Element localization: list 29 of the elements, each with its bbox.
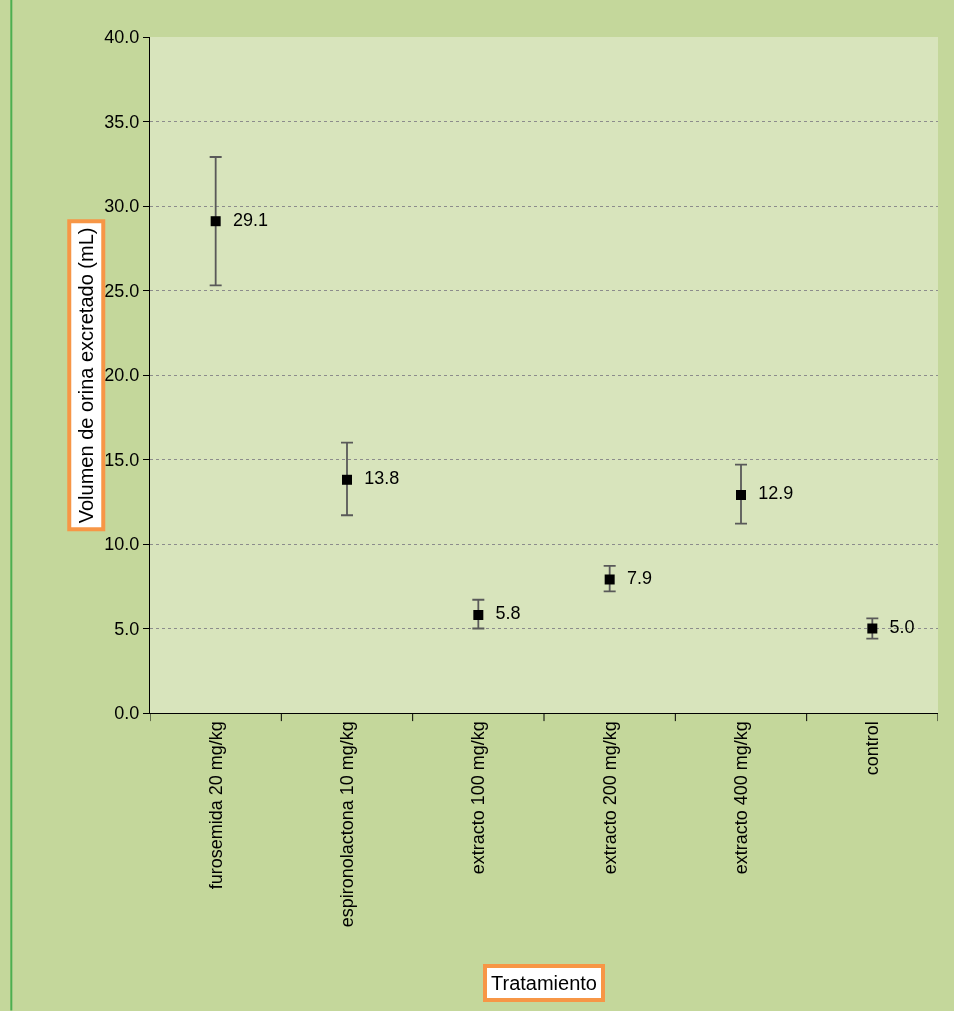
x-tick-label: extracto 400 mg/kg (730, 721, 751, 875)
x-tick-label: extracto 200 mg/kg (599, 721, 620, 875)
point (867, 623, 878, 634)
data-label: 5.0 (879, 617, 915, 637)
x-tick-label: furosemida 20 mg/kg (205, 721, 226, 890)
y-tick-label: 20.0 (104, 365, 140, 386)
point (210, 216, 221, 227)
y-tick-label: 35.0 (104, 111, 140, 132)
point (342, 474, 352, 485)
x-tick-label: extracto 100 mg/kg (468, 721, 489, 875)
y-tick-label: 10.0 (104, 534, 140, 555)
y-tick-label: 25.0 (104, 280, 140, 301)
data-label: 12.9 (748, 483, 794, 504)
data-label: 29.1 (222, 209, 268, 230)
x-tick-label: espironolactona 10 mg/kg (336, 721, 357, 928)
data-label: 7.9 (616, 567, 652, 588)
y-axis-title: Volumen de orina excretado (mL) (75, 227, 98, 524)
point (473, 609, 484, 620)
y-tick-label: 30.0 (104, 196, 140, 217)
y-tick-label: 0.0 (114, 703, 140, 724)
x-tick-label: control (862, 721, 883, 776)
point (604, 574, 615, 585)
y-tick-label: 5.0 (114, 618, 140, 639)
point (736, 489, 746, 500)
data-label: 13.8 (354, 468, 400, 489)
x-axis-title: Tratamiento (491, 972, 597, 994)
y-tick-label: 15.0 (104, 449, 140, 470)
y-tick-label: 40.0 (104, 27, 140, 48)
data-label: 5.8 (485, 603, 521, 624)
